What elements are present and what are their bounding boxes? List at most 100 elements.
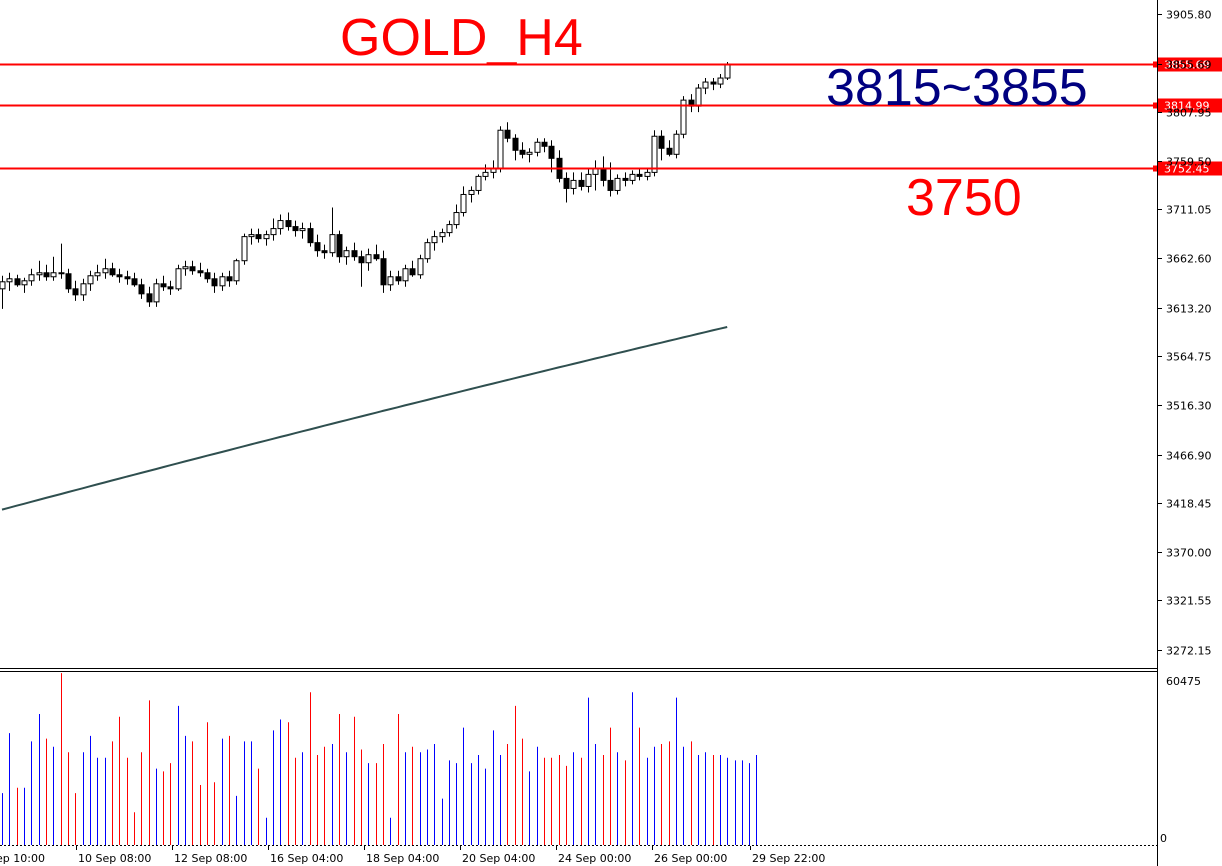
price-tick-label-3: 3759.50: [1166, 156, 1212, 169]
candle-body: [131, 278, 138, 286]
candle-26: [189, 260, 196, 275]
candlesticks: [0, 61, 731, 309]
candle-body: [680, 99, 687, 135]
candle-85: [622, 172, 629, 187]
candle-35: [255, 228, 262, 243]
candle-12: [87, 270, 94, 291]
chart-title: GOLD_H4: [340, 9, 583, 67]
candle-body: [380, 258, 387, 286]
time-tick-label-8: 29 Sep 22:00: [752, 852, 825, 865]
time-tick-label-0: ep 10:00: [0, 852, 45, 865]
hline-marker-0: [1153, 61, 1159, 68]
candle-body: [28, 274, 35, 282]
candle-73: [534, 138, 541, 157]
candle-body: [673, 133, 680, 155]
candle-69: [504, 122, 511, 143]
candle-46: [336, 230, 343, 263]
candle-49: [358, 250, 365, 287]
candle-body: [21, 280, 28, 286]
candle-66: [482, 164, 489, 181]
candle-body: [607, 179, 614, 191]
time-axis: ep 10:00 10 Sep 08:00 12 Sep 08:00 16 Sep 0…: [0, 846, 825, 865]
candle-body: [666, 147, 673, 155]
candle-body: [526, 151, 533, 155]
time-tick-label-4: 18 Sep 04:00: [366, 852, 439, 865]
candle-16: [116, 268, 123, 283]
candle-62: [453, 204, 460, 229]
candle-body: [424, 242, 431, 260]
candle-25: [182, 260, 189, 276]
candle-8: [58, 243, 65, 279]
candle-body: [497, 129, 504, 169]
candle-53: [387, 270, 394, 291]
candle-7: [50, 256, 57, 281]
candle-23: [167, 280, 174, 295]
candle-body: [285, 220, 292, 228]
candle-0: [0, 275, 6, 309]
candle-body: [241, 236, 248, 262]
candle-81: [592, 160, 599, 191]
candle-body: [182, 266, 189, 270]
candle-87: [636, 168, 643, 181]
candle-40: [292, 220, 299, 237]
support-level-label: 3750: [906, 169, 1022, 227]
candle-10: [72, 280, 79, 301]
candle-70: [512, 134, 519, 161]
candle-body: [233, 260, 240, 282]
hline-tag-2: [1158, 161, 1222, 176]
candle-28: [204, 268, 211, 283]
price-tick-label-9: 3466.90: [1166, 450, 1212, 463]
hline-tag-label-1: 3814.99: [1164, 100, 1210, 113]
candle-body: [365, 254, 372, 264]
candle-20: [146, 286, 153, 307]
candle-91: [666, 140, 673, 157]
candle-body: [160, 283, 167, 288]
candle-body: [636, 173, 643, 177]
price-tick-label-1: 3855.69: [1166, 59, 1212, 72]
price-tick-label-2: 3807.95: [1166, 107, 1212, 120]
candle-body: [109, 268, 116, 276]
candle-18: [131, 272, 138, 287]
candle-77: [563, 172, 570, 203]
candle-body: [512, 137, 519, 151]
candle-11: [80, 278, 87, 301]
candle-21: [153, 278, 160, 307]
candle-body: [72, 288, 79, 296]
candle-body: [351, 250, 358, 258]
candle-body: [270, 228, 277, 236]
candle-15: [109, 262, 116, 277]
candle-body: [50, 272, 57, 278]
candle-body: [570, 179, 577, 189]
candle-64: [468, 186, 475, 203]
candle-43: [314, 234, 321, 257]
candle-27: [197, 262, 204, 277]
candle-body: [0, 281, 6, 290]
candle-57: [417, 254, 424, 279]
candle-body: [336, 234, 343, 258]
candle-94: [688, 94, 695, 113]
candle-1: [6, 272, 13, 291]
price-tick-label-0: 3905.80: [1166, 9, 1212, 22]
candle-98: [717, 74, 724, 89]
candle-body: [409, 268, 416, 276]
candle-body: [343, 250, 350, 258]
candle-80: [585, 168, 592, 193]
candle-41: [299, 222, 306, 239]
price-tick-label-10: 3418.45: [1166, 498, 1212, 511]
candle-body: [717, 77, 724, 85]
candle-55: [402, 264, 409, 287]
time-tick-label-2: 12 Sep 08:00: [174, 852, 247, 865]
candle-body: [197, 270, 204, 274]
candle-body: [417, 258, 424, 276]
price-tick-label-11: 3370.00: [1166, 547, 1212, 560]
horizontal-lines: 3855.69 3814.99 3752.45: [0, 57, 1222, 176]
hline-tag-label-2: 3752.45: [1164, 163, 1210, 176]
candle-body: [453, 212, 460, 226]
candle-33: [241, 233, 248, 265]
candle-29: [211, 272, 218, 293]
hline-marker-1: [1153, 102, 1159, 109]
candle-body: [519, 149, 526, 155]
price-tick-label-5: 3662.60: [1166, 253, 1212, 266]
candle-body: [80, 283, 87, 296]
candle-90: [658, 130, 665, 161]
